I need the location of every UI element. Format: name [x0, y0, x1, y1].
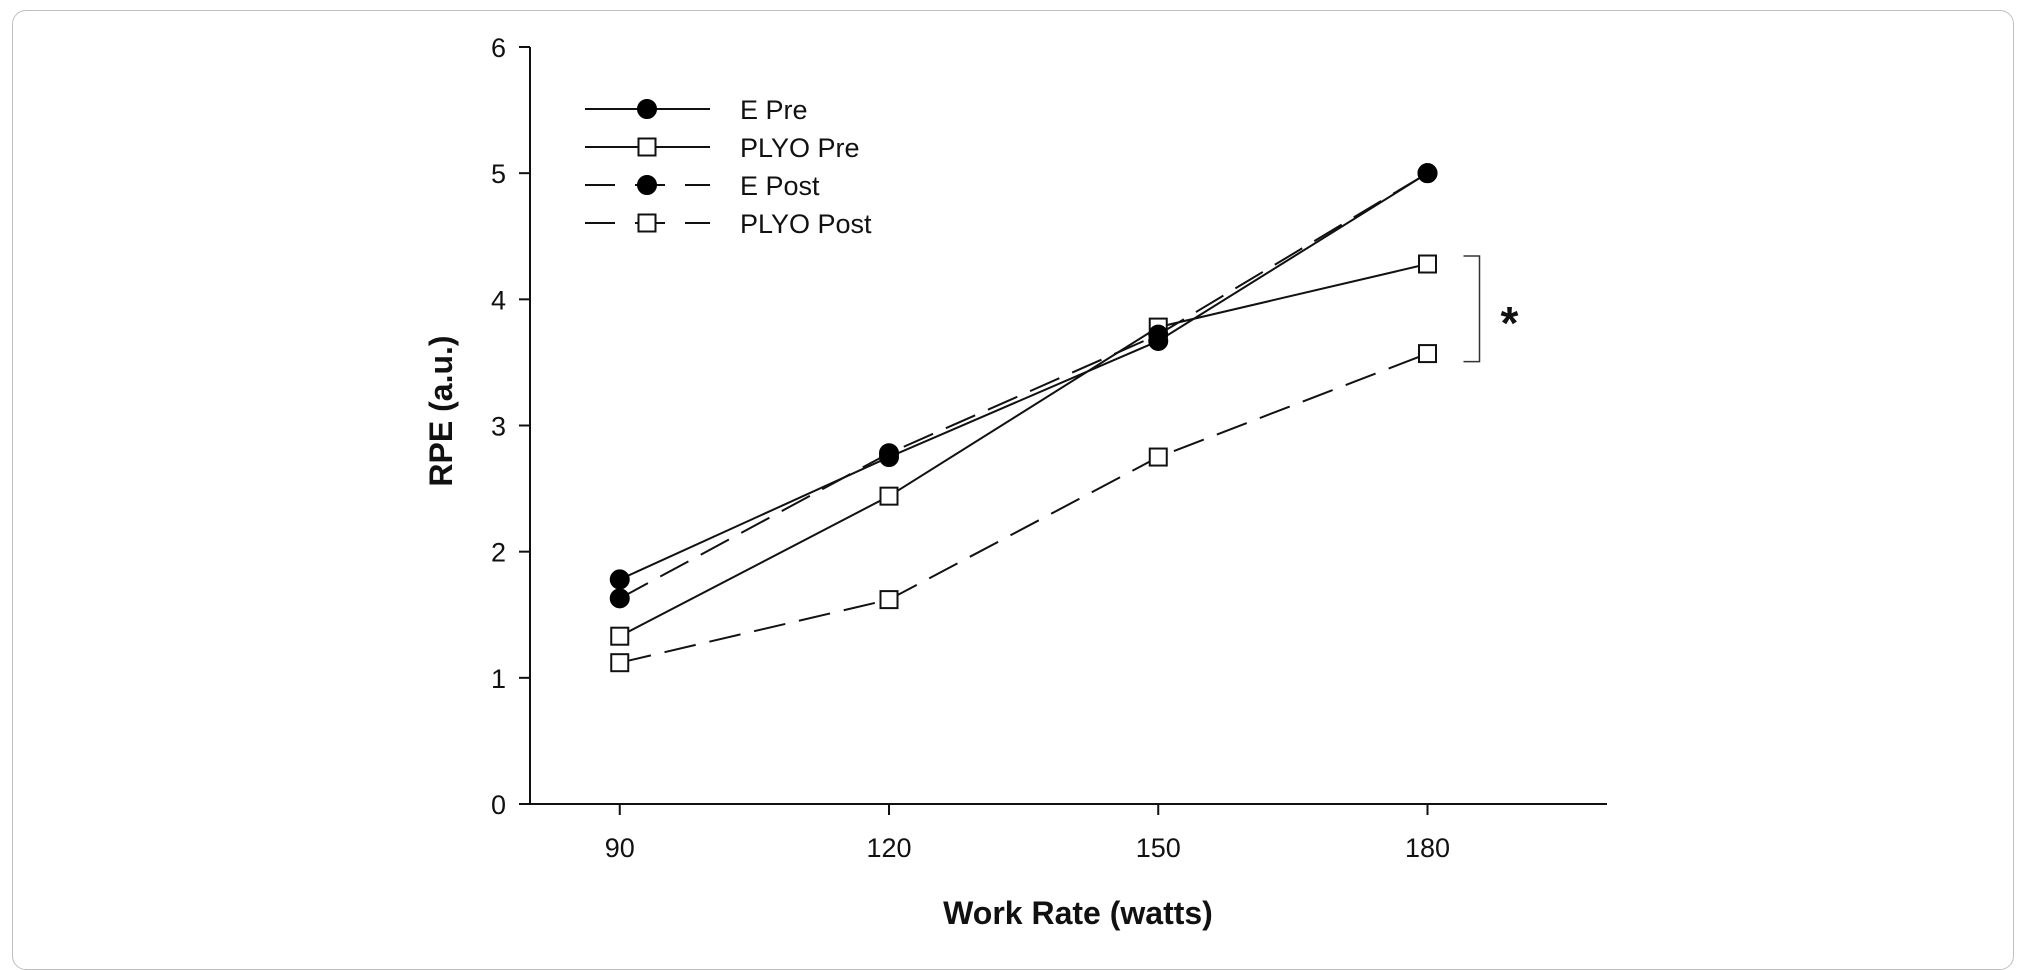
- data-point: [879, 486, 899, 506]
- data-point: [879, 443, 899, 464]
- series-e-post: [609, 163, 1438, 609]
- data-point: [1418, 254, 1437, 274]
- legend-label: PLYO Post: [740, 209, 872, 239]
- y-tick-label: 1: [491, 664, 506, 694]
- x-axis-title: Work Rate (watts): [943, 895, 1213, 931]
- y-axis-title: RPE (a.u.): [423, 335, 459, 486]
- axes: 0 1 2 3 4 5 6 90 120 150 180: [491, 33, 1607, 863]
- y-tick-label: 2: [491, 538, 506, 568]
- legend-label: E Pre: [740, 95, 808, 125]
- legend-marker: [637, 175, 657, 195]
- significance-bracket: [1463, 255, 1481, 363]
- series-line: [619, 172, 1429, 581]
- series-line: [619, 352, 1428, 664]
- series-layer: [609, 163, 1438, 673]
- x-tick-label: 150: [1136, 833, 1181, 863]
- series-plyo-post: [610, 344, 1437, 673]
- series-e-pre: [609, 163, 1438, 590]
- legend-marker: [637, 137, 657, 157]
- y-tick-label: 6: [491, 33, 506, 63]
- significance-marker: *: [1501, 297, 1519, 349]
- data-point: [1418, 344, 1437, 364]
- series-line: [619, 172, 1429, 600]
- data-point: [609, 569, 630, 590]
- series-plyo-pre: [610, 254, 1437, 646]
- legend-label: PLYO Pre: [740, 133, 860, 163]
- line-chart: 0 1 2 3 4 5 6 90 120 150 180 E Pre PLYO Pre E Post PL…: [423, 33, 1607, 931]
- series-line: [619, 263, 1428, 638]
- legend-marker: [637, 213, 657, 233]
- data-point: [1148, 447, 1168, 467]
- data-point: [609, 588, 630, 609]
- data-point: [610, 653, 630, 673]
- data-point: [610, 626, 630, 646]
- data-point: [1417, 163, 1438, 184]
- legend: E Pre PLYO Pre E Post PLYO Post: [585, 95, 872, 239]
- y-tick-label: 0: [491, 790, 506, 820]
- significance-annotation: *: [1463, 255, 1519, 363]
- data-point: [879, 590, 899, 610]
- x-tick-label: 90: [605, 833, 635, 863]
- legend-label: E Post: [740, 171, 820, 201]
- data-point: [1148, 324, 1169, 345]
- y-tick-label: 3: [491, 412, 506, 442]
- x-tick-label: 180: [1405, 833, 1450, 863]
- legend-marker: [637, 99, 657, 119]
- x-tick-label: 120: [866, 833, 911, 863]
- y-tick-label: 4: [491, 285, 506, 315]
- y-tick-label: 5: [491, 159, 506, 189]
